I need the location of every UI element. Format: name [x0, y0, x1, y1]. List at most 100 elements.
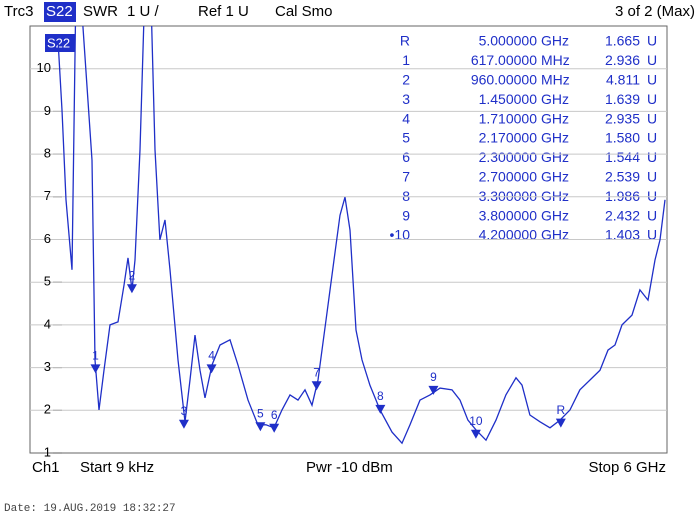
table-cell: U [647, 91, 657, 107]
marker-label: 2 [129, 268, 136, 282]
marker-label: 7 [313, 365, 320, 379]
param-highlight [44, 2, 76, 22]
start: Start 9 kHz [80, 459, 154, 476]
table-cell: 6 [402, 149, 410, 165]
y-tick-label: 7 [44, 188, 51, 203]
marker [269, 423, 280, 433]
table-cell: 3.800000 [479, 207, 538, 223]
table-cell: 5.000000 [479, 33, 538, 49]
marker-label: 5 [257, 406, 264, 420]
table-cell: 2.935 [605, 110, 640, 126]
y-tick-label: 2 [44, 402, 51, 417]
table-cell: 2.539 [605, 169, 640, 185]
table-cell: 2.432 [605, 207, 640, 223]
table-cell: GHz [541, 188, 569, 204]
table-cell: 960.00000 [471, 72, 537, 88]
table-cell: 3 [402, 91, 410, 107]
table-cell: 2.700000 [479, 169, 538, 185]
table-cell: U [647, 227, 657, 243]
table-cell: 1.665 [605, 33, 640, 49]
table-cell: 1.580 [605, 130, 640, 146]
table-cell: GHz [541, 33, 569, 49]
table-cell: 2.170000 [479, 130, 538, 146]
table-cell: 3.300000 [479, 188, 538, 204]
table-cell: GHz [541, 169, 569, 185]
table-cell: 1 [402, 52, 410, 68]
parameter: S22 [46, 3, 73, 20]
table-cell: MHz [541, 72, 570, 88]
table-cell: 4.811 [606, 72, 640, 88]
marker [90, 364, 101, 374]
trace-label: Trc3 [4, 3, 33, 20]
table-cell: 4.200000 [479, 227, 538, 243]
format: SWR [83, 3, 118, 20]
marker [555, 418, 566, 428]
marker-label: 9 [430, 370, 437, 384]
table-cell: 7 [402, 169, 410, 185]
table-cell: GHz [541, 227, 569, 243]
table-cell: 1.544 [605, 149, 640, 165]
marker [126, 284, 137, 294]
table-cell: U [647, 130, 657, 146]
table-cell: GHz [541, 130, 569, 146]
marker [375, 404, 386, 414]
page-indicator: 3 of 2 (Max) [615, 3, 695, 20]
table-cell: 9 [402, 207, 410, 223]
table-cell: 2.300000 [479, 149, 538, 165]
marker-label: R [556, 403, 565, 417]
reference: Ref 1 U [198, 3, 249, 20]
scale: 1 U / [127, 3, 160, 20]
marker-label: 8 [377, 389, 384, 403]
table-cell: 8 [402, 188, 410, 204]
table-cell: GHz [541, 149, 569, 165]
marker-label: 6 [271, 408, 278, 422]
table-cell: U [647, 52, 657, 68]
channel: Ch1 [32, 459, 60, 476]
table-cell: •10 [390, 227, 411, 243]
plot-label-box [45, 34, 75, 52]
marker [470, 429, 481, 439]
marker [178, 419, 189, 429]
table-cell: 1.403 [605, 227, 640, 243]
marker [428, 385, 439, 395]
y-tick-label: 8 [44, 146, 51, 161]
table-cell: 1.986 [605, 188, 640, 204]
table-cell: 617.00000 [471, 52, 537, 68]
power: Pwr -10 dBm [306, 459, 393, 476]
table-cell: GHz [541, 91, 569, 107]
table-cell: U [647, 33, 657, 49]
status: Cal Smo [275, 3, 333, 20]
table-cell: 1.450000 [479, 91, 538, 107]
table-cell: 1.639 [605, 91, 640, 107]
table-cell: GHz [541, 110, 569, 126]
marker-label: 1 [92, 349, 99, 363]
marker-label: 4 [208, 349, 215, 363]
table-cell: 4 [402, 110, 410, 126]
marker [206, 364, 217, 374]
table-cell: U [647, 149, 657, 165]
y-tick-label: 4 [44, 316, 51, 331]
y-tick-label: 6 [44, 231, 51, 246]
marker [311, 381, 322, 391]
y-tick-label: 5 [44, 274, 51, 289]
table-cell: 2 [402, 72, 410, 88]
y-tick-label: 10 [37, 60, 51, 75]
table-cell: U [647, 207, 657, 223]
table-cell: U [647, 169, 657, 185]
table-cell: MHz [541, 52, 570, 68]
stop: Stop 6 GHz [588, 459, 666, 476]
table-cell: 2.936 [605, 52, 640, 68]
marker-label: 3 [181, 404, 188, 418]
table-cell: 5 [402, 130, 410, 146]
table-cell: R [400, 33, 410, 49]
y-tick-label: 9 [44, 103, 51, 118]
table-cell: U [647, 110, 657, 126]
marker [255, 422, 266, 432]
table-cell: GHz [541, 207, 569, 223]
date: Date: 19.AUG.2019 18:32:27 [4, 503, 176, 515]
table-cell: U [647, 188, 657, 204]
table-cell: U [647, 72, 657, 88]
